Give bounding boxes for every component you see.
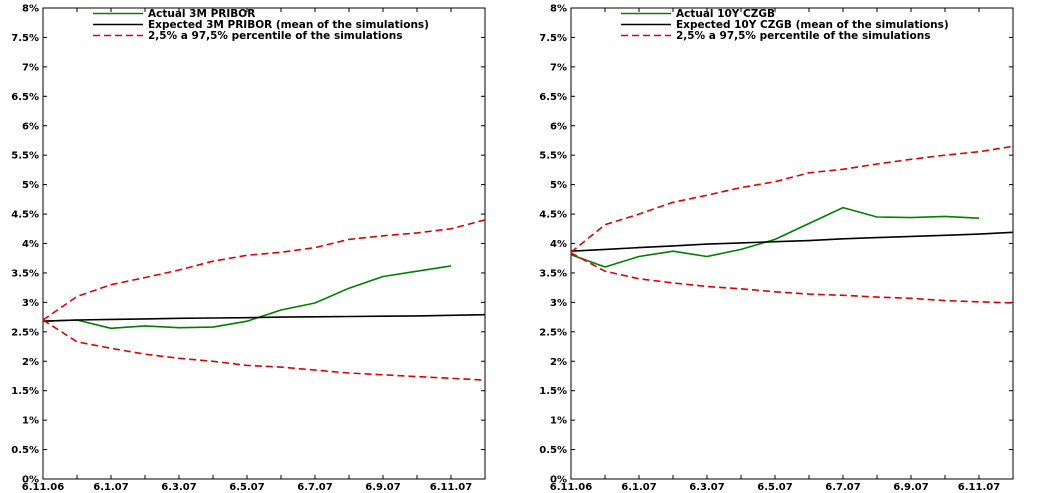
y-tick-label: 6% [550,121,567,132]
y-tick-label: 8% [22,4,39,15]
y-tick-label: 6.5% [11,92,39,103]
y-tick-label: 0% [22,475,39,486]
y-tick-label: 2% [550,357,567,368]
series-line-actual [570,206,980,268]
series-line-upper-percentile [42,219,486,321]
y-tick-label: 5.5% [539,151,567,162]
y-tick-label: 2.5% [11,327,39,338]
y-tick-label: 3.5% [539,268,567,279]
chart-panel-3m-pribor: 0% 0.5% 1% 1.5% 2% 2.5% 3% 3.5% 4% 4.5% 5% 5.5% 6% 6.… [0,0,527,493]
plot-frame [42,7,486,480]
y-tick-label: 0.5% [11,445,39,456]
y-tick-label: 5% [550,180,567,191]
y-tick-label: 2% [22,357,39,368]
y-tick-label: 4% [550,239,567,250]
y-tick-label: 7.5% [539,33,567,44]
legend-entry: Actual 10Y CZGB [676,8,775,20]
x-tick-label: 6.11.06 [550,482,592,493]
y-tick-label: 0% [550,475,567,486]
chart-panel-10y-czgb: 0% 0.5% 1% 1.5% 2% 2.5% 3% 3.5% 4% 4.5% 5% 5.5% 6% 6.… [528,0,1055,493]
series-line-expected [42,313,486,322]
x-tick-label: 6.3.07 [689,482,724,493]
x-tick-label: 6.7.07 [825,482,860,493]
series-line-lower-percentile [570,252,1014,304]
x-tick-label: 6.11.07 [430,482,472,493]
chart-svg: 0% 0.5% 1% 1.5% 2% 2.5% 3% 3.5% 4% 4.5% 5% 5.5% 6% 6.… [11,4,486,493]
y-tick-label: 8% [550,4,567,15]
x-tick-label: 6.5.07 [229,482,264,493]
y-tick-label: 7% [22,62,39,73]
y-tick-label: 5.5% [11,151,39,162]
y-tick-label: 1% [550,416,567,427]
y-tick-label: 2.5% [539,327,567,338]
series-line-upper-percentile [570,145,1014,253]
y-tick-label: 5% [22,180,39,191]
x-tick-label: 6.5.07 [757,482,792,493]
y-tick-label: 6.5% [539,92,567,103]
x-tick-label: 6.9.07 [365,482,400,493]
chart-svg: 0% 0.5% 1% 1.5% 2% 2.5% 3% 3.5% 4% 4.5% 5% 5.5% 6% 6.… [539,4,1014,493]
y-tick-label: 4% [22,239,39,250]
legend-entry: Expected 3M PRIBOR (mean of the simulati… [148,19,429,31]
legend-entry: 2,5% a 97,5% percentile of the simulatio… [148,30,402,42]
y-tick-label: 7.5% [11,33,39,44]
y-tick-label: 3% [22,298,39,309]
x-tick-label: 6.1.07 [621,482,656,493]
y-tick-label: 3.5% [11,268,39,279]
series-line-expected [570,231,1014,252]
x-tick-label: 6.9.07 [893,482,928,493]
x-tick-label: 6.1.07 [93,482,128,493]
plot-frame [570,7,1014,480]
y-tick-label: 1.5% [11,386,39,397]
y-tick-label: 0.5% [539,445,567,456]
y-tick-label: 1% [22,416,39,427]
y-tick-label: 1.5% [539,386,567,397]
legend-entry: Actual 3M PRIBOR [148,8,255,20]
y-tick-label: 4.5% [539,210,567,221]
x-tick-label: 6.11.07 [958,482,1000,493]
y-tick-label: 7% [550,62,567,73]
series-line-lower-percentile [42,319,486,381]
y-tick-label: 4.5% [11,210,39,221]
y-tick-label: 6% [22,121,39,132]
legend-entry: Expected 10Y CZGB (mean of the simulatio… [676,19,949,31]
x-tick-label: 6.11.06 [22,482,64,493]
legend-entry: 2,5% a 97,5% percentile of the simulatio… [676,30,930,42]
x-tick-label: 6.3.07 [161,482,196,493]
x-tick-label: 6.7.07 [297,482,332,493]
series-line-actual [42,265,452,330]
y-tick-label: 3% [550,298,567,309]
